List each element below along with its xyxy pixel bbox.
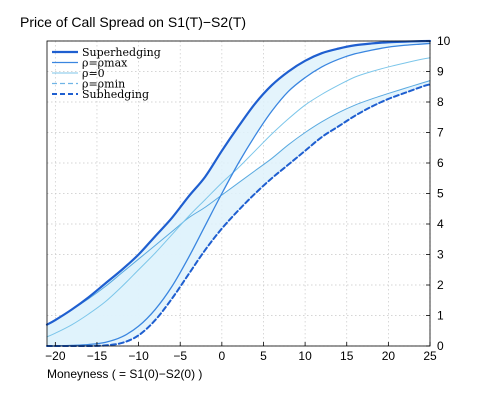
y-tick-label: 7: [437, 126, 444, 140]
legend-label: ρ=ρmax: [82, 57, 128, 70]
x-tick-label: 0: [219, 349, 226, 363]
y-tick-label: 0: [437, 339, 444, 353]
x-tick-label: 25: [423, 349, 437, 363]
y-tick-label: 9: [437, 65, 444, 79]
series-line-4: [46, 83, 431, 348]
legend-label: Superhedging: [82, 46, 161, 59]
legend-label: Subhedging: [82, 88, 149, 101]
y-tick-label: 5: [437, 187, 444, 201]
x-axis-label: Moneyness ( = S1(0)−S2(0) ): [47, 367, 202, 381]
y-tick-label: 1: [437, 309, 444, 323]
x-tick-label: −5: [173, 349, 187, 363]
chart-title: Price of Call Spread on S1(T)−S2(T): [20, 14, 246, 30]
shaded-band-lower: [47, 80, 430, 347]
y-tick-label: 3: [437, 248, 444, 262]
y-tick-label: 6: [437, 156, 444, 170]
y-tick-label: 4: [437, 217, 444, 231]
x-axis-ticks: −20 −15 −10 −5 0 5 10 15 20 25: [45, 342, 437, 363]
x-tick-label: −20: [45, 349, 66, 363]
series-line-2: [46, 57, 431, 338]
series-line-1: [46, 42, 431, 347]
y-tick-label: 10: [437, 34, 451, 48]
x-tick-label: −10: [128, 349, 149, 363]
y-axis-ticks: 0 1 2 3 4 5 6 7 8 9 10: [426, 34, 451, 353]
x-tick-label: 15: [340, 349, 354, 363]
series-lines: [45, 39, 432, 348]
x-tick-label: 5: [260, 349, 267, 363]
series-line-0: [45, 39, 432, 326]
series-line-5: [46, 80, 431, 326]
x-tick-label: 20: [382, 349, 396, 363]
x-tick-label: 10: [298, 349, 312, 363]
y-tick-label: 8: [437, 95, 444, 109]
y-tick-label: 2: [437, 278, 444, 292]
x-tick-label: −15: [87, 349, 108, 363]
legend-label: ρ=ρmin: [82, 78, 125, 91]
legend-label: ρ=0: [82, 67, 105, 80]
shaded-regions: [47, 41, 430, 347]
